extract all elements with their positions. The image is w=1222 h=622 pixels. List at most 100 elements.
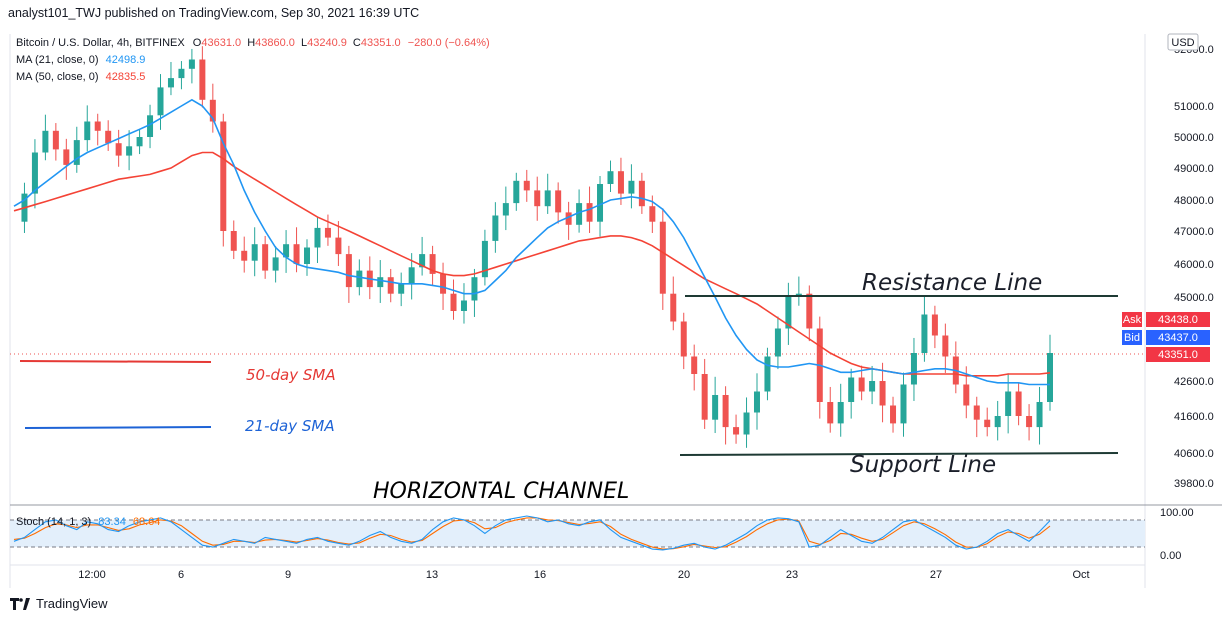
legend-c-label: C (353, 37, 361, 49)
candle-body (105, 130, 112, 144)
tradingview-footer[interactable]: TradingView (10, 596, 108, 611)
candle-body (628, 180, 635, 194)
ma21-legend-label: MA (21, close, 0) (16, 54, 99, 66)
candle-body (356, 270, 363, 288)
candle-body (283, 244, 290, 258)
candle-body (544, 190, 551, 207)
candle-body (335, 237, 342, 255)
candle-body (617, 171, 624, 194)
tradingview-brand: TradingView (36, 596, 108, 611)
time-tick-label: 9 (285, 569, 291, 581)
last-price-bg (1146, 347, 1210, 362)
candle-body (63, 149, 70, 165)
time-axis[interactable]: 12:00 6 9 13 16 20 23 27 Oct (78, 569, 1089, 581)
candle-body (994, 416, 1001, 428)
candle-body (806, 293, 813, 329)
candle-body (597, 184, 604, 222)
legend-change: −280.0 (−0.64%) (408, 37, 490, 49)
time-tick-label: 27 (930, 569, 942, 581)
candle-body (984, 419, 991, 428)
legend-l-label: L (301, 37, 307, 49)
bid-price-bg (1146, 330, 1210, 345)
bid-tag-bg (1122, 330, 1142, 345)
price-tick-label: 41600.0 (1174, 411, 1214, 423)
candle-body (586, 203, 593, 222)
candle-body (890, 405, 897, 424)
candle-body (973, 405, 980, 420)
candle-body (304, 247, 311, 264)
price-tick-label: 50000.0 (1174, 132, 1214, 144)
price-tick-label: 46000.0 (1174, 259, 1214, 271)
candle-body (136, 137, 143, 147)
bid-tag-label: Bid (1124, 332, 1140, 344)
legend-o-value: 43631.0 (201, 37, 241, 49)
candle-body (209, 99, 216, 122)
candle-body (743, 412, 750, 435)
candle-body (314, 227, 321, 248)
time-tick-label: 23 (786, 569, 798, 581)
currency-label: USD (1171, 37, 1194, 49)
candle-body (241, 250, 248, 261)
legend-line-1: Bitcoin / U.S. Dollar, 4h, BITFINEX O436… (16, 37, 490, 49)
candle-body (502, 203, 509, 216)
price-tick-label: 45000.0 (1174, 292, 1214, 304)
candle-body (471, 277, 478, 301)
candle-body (147, 115, 154, 137)
sma21-sample-line (24, 426, 212, 429)
candles-group (21, 46, 1053, 448)
candle-body (262, 244, 269, 271)
candle-body (680, 321, 687, 357)
candle-body (785, 297, 792, 329)
candle-body (188, 59, 195, 69)
candle-body (157, 87, 164, 116)
stoch-legend: Stoch (14, 1, 3) 83.34 68.64 (16, 516, 160, 528)
time-tick-label: 12:00 (78, 569, 106, 581)
currency-box[interactable] (1167, 33, 1199, 51)
candle-body (450, 293, 457, 311)
price-tick-label: 40600.0 (1174, 448, 1214, 460)
candle-body (1036, 402, 1043, 428)
candle-body (398, 283, 405, 294)
bid-price-value: 43437.0 (1158, 332, 1198, 344)
candle-body (931, 314, 938, 336)
legend-h-label: H (247, 37, 255, 49)
candle-body (31, 152, 38, 194)
publisher-line: analyst101_TWJ published on TradingView.… (8, 6, 420, 20)
candle-body (712, 395, 719, 420)
candle-body (345, 254, 352, 288)
candle-body (324, 227, 331, 238)
sma50-label: 50-day SMA (246, 366, 336, 384)
candle-body (408, 267, 415, 284)
candle-body (481, 240, 488, 278)
candle-body (419, 254, 426, 268)
candle-body (858, 377, 865, 392)
support-line[interactable] (679, 452, 1119, 456)
candle-body (607, 171, 614, 184)
candle-body (753, 391, 760, 413)
candle-body (576, 203, 583, 225)
ask-price-value: 43438.0 (1158, 314, 1198, 326)
price-tick-label: 39800.0 (1174, 478, 1214, 490)
candle-body (555, 190, 562, 213)
candle-body (199, 59, 206, 100)
candle-body (429, 254, 436, 274)
candle-body (534, 190, 541, 207)
stoch-tick-label: 0.00 (1160, 550, 1181, 562)
candle-body (272, 257, 279, 271)
candle-body (42, 130, 49, 153)
candle-body (565, 212, 572, 225)
last-price-value: 43351.0 (1158, 349, 1198, 361)
price-axis[interactable]: 51000.0 50000.0 49000.0 48000.0 47000.0 46000… (1160, 44, 1214, 562)
price-tick-label: 49000.0 (1174, 163, 1214, 175)
stoch-k-value: 83.34 (98, 516, 126, 528)
candle-body (921, 314, 928, 353)
candle-body (1005, 391, 1012, 416)
price-tick-label: 47000.0 (1174, 226, 1214, 238)
legend-h-value: 43860.0 (255, 37, 295, 49)
candle-body (649, 206, 656, 222)
stoch-k-line (13, 515, 1051, 551)
candle-body (377, 277, 384, 288)
candle-body (733, 427, 740, 435)
candle-body (691, 356, 698, 374)
